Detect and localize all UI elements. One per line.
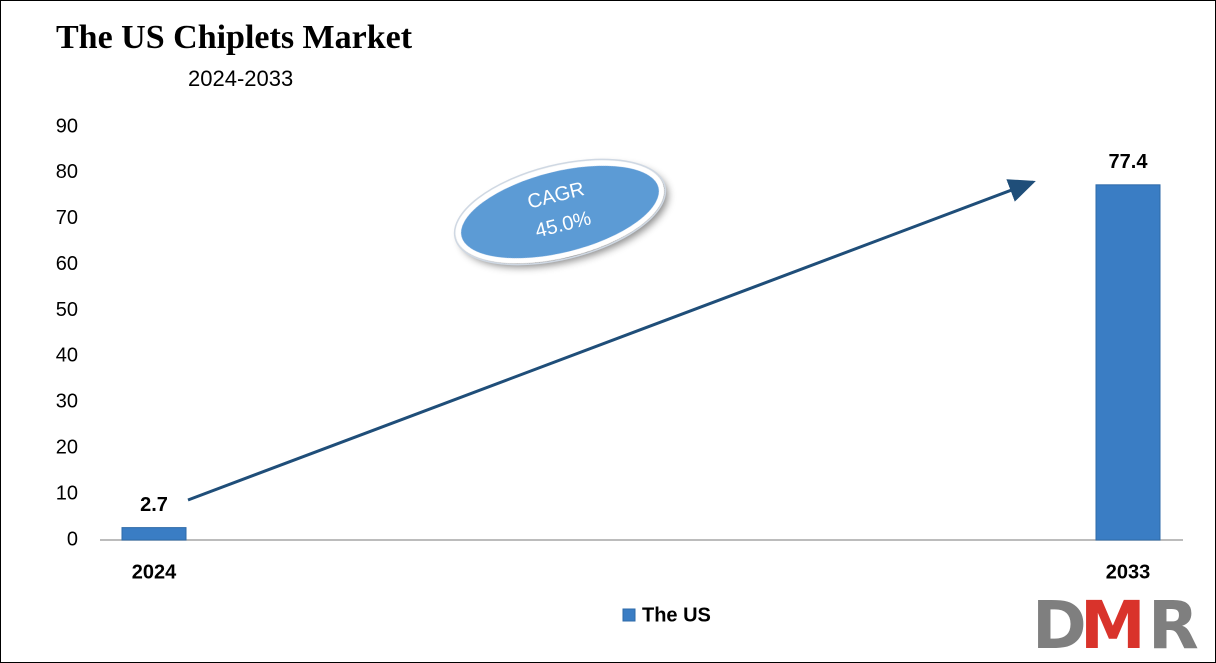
bar xyxy=(121,527,187,541)
y-tick-label: 90 xyxy=(56,115,78,137)
y-tick-label: 30 xyxy=(56,391,78,413)
y-tick-label: 20 xyxy=(56,437,78,459)
y-tick-label: 60 xyxy=(56,253,78,275)
data-label: 77.4 xyxy=(1109,151,1149,173)
y-tick-label: 40 xyxy=(56,345,78,367)
y-tick-label: 80 xyxy=(56,161,78,183)
y-tick-label: 50 xyxy=(56,299,78,321)
cagr-ring xyxy=(453,158,667,266)
trend-arrow xyxy=(187,179,1036,502)
legend-label: The US xyxy=(642,604,711,626)
chart-subtitle: 2024-2033 xyxy=(188,66,293,91)
y-tick-label: 70 xyxy=(56,207,78,229)
cagr-badge: CAGR 45.0% xyxy=(453,158,667,266)
logo: D M R xyxy=(1032,587,1199,663)
y-tick-label: 0 xyxy=(67,528,78,550)
y-tick-label: 10 xyxy=(56,482,78,504)
bar xyxy=(1095,184,1161,541)
logo-letter: D xyxy=(1032,587,1087,663)
chart-title: The US Chiplets Market xyxy=(56,19,413,56)
x-tick-label: 2024 xyxy=(132,561,177,583)
cagr-ellipse xyxy=(456,160,664,264)
logo-letter: R xyxy=(1148,587,1199,663)
x-tick-label: 2033 xyxy=(1106,561,1151,583)
logo-letter: M xyxy=(1080,587,1146,663)
legend-swatch xyxy=(622,608,636,622)
data-label: 2.7 xyxy=(140,494,168,516)
